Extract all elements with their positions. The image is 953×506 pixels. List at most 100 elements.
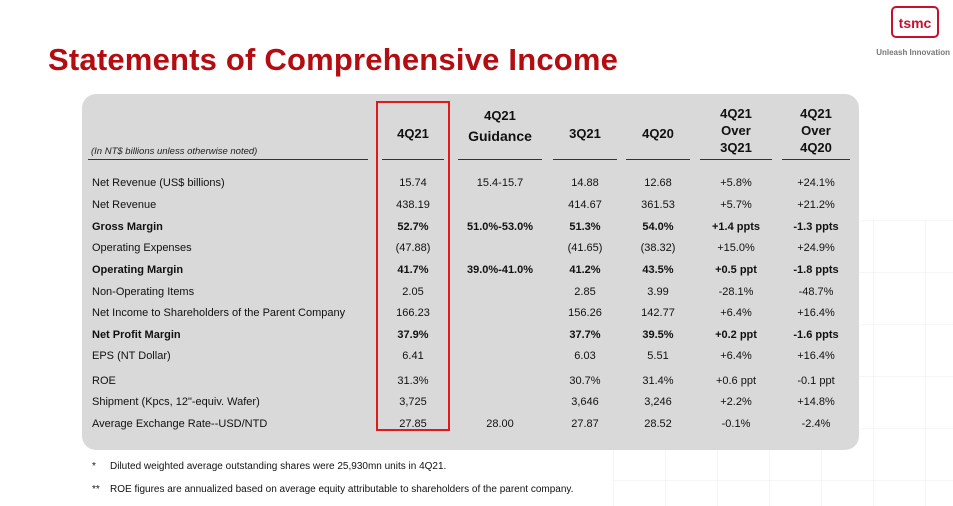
table-cell: 39.0%-41.0% <box>466 264 534 276</box>
table-cell: 3,246 <box>644 396 672 408</box>
row-label: Average Exchange Rate--USD/NTD <box>92 418 268 430</box>
table-cell: 5.51 <box>647 350 669 362</box>
income-table-panel <box>82 94 859 450</box>
table-cell: 43.5% <box>642 264 674 276</box>
table-row: EPS (NT Dollar) 6.41 6.03 5.51 +6.4% +16.4% <box>0 347 953 369</box>
row-label: Net Revenue (US$ billions) <box>92 177 225 189</box>
row-label: Shipment (Kpcs, 12"-equiv. Wafer) <box>92 396 260 408</box>
table-cell: (41.65) <box>567 242 603 254</box>
row-label: Operating Expenses <box>92 242 192 254</box>
table-cell: 28.52 <box>644 418 672 430</box>
table-cell: 3,725 <box>399 396 427 408</box>
row-label: Net Profit Margin <box>92 329 181 341</box>
table-cell: 51.3% <box>569 221 601 233</box>
row-label: EPS (NT Dollar) <box>92 350 171 362</box>
logo-tagline: Unleash Innovation <box>876 48 950 57</box>
table-cell: 6.03 <box>574 350 596 362</box>
table-cell: -1.8 ppts <box>793 264 839 276</box>
table-cell: 166.23 <box>396 307 430 319</box>
header-rule <box>626 159 690 160</box>
row-label: Net Revenue <box>92 199 157 211</box>
column-header-4q21: 4Q21 <box>397 126 429 141</box>
units-note: (In NT$ billions unless otherwise noted) <box>91 146 258 157</box>
row-label: Operating Margin <box>92 264 184 276</box>
table-cell: -2.4% <box>801 418 831 430</box>
table-row: Net Income to Shareholders of the Parent… <box>0 304 953 326</box>
row-label: Gross Margin <box>92 221 163 233</box>
logo-mark: tsmc <box>891 6 939 38</box>
table-cell: +24.1% <box>797 177 835 189</box>
table-cell: 156.26 <box>568 307 602 319</box>
table-cell: 12.68 <box>644 177 672 189</box>
table-cell: -28.1% <box>718 286 754 298</box>
table-cell: +16.4% <box>797 350 835 362</box>
table-cell: +5.8% <box>720 177 752 189</box>
table-cell: (38.32) <box>640 242 676 254</box>
header-rule <box>553 159 617 160</box>
table-row: Operating Expenses (47.88) (41.65) (38.32) +… <box>0 239 953 261</box>
table-cell: 2.85 <box>574 286 596 298</box>
table-row: Operating Margin 41.7% 39.0%-41.0% 41.2% 43.… <box>0 261 953 283</box>
header-rule <box>88 159 368 160</box>
header-rule <box>382 159 444 160</box>
table-cell: 3.99 <box>647 286 669 298</box>
table-cell: +0.2 ppt <box>715 329 757 341</box>
table-cell: 41.2% <box>569 264 601 276</box>
table-cell: 414.67 <box>568 199 602 211</box>
column-header-over-3q21: 4Q21 Over 3Q21 <box>720 106 752 155</box>
table-cell: -1.6 ppts <box>793 329 839 341</box>
header-rule <box>458 159 542 160</box>
table-row: Non-Operating Items 2.05 2.85 3.99 -28.1% -48… <box>0 283 953 305</box>
table-cell: -0.1% <box>721 418 751 430</box>
header-rule <box>700 159 772 160</box>
table-cell: 361.53 <box>641 199 675 211</box>
row-label: Net Income to Shareholders of the Parent… <box>92 307 346 319</box>
table-cell: 27.85 <box>399 418 427 430</box>
table-cell: 142.77 <box>641 307 675 319</box>
table-cell: +6.4% <box>720 350 752 362</box>
column-header-over-4q20: 4Q21 Over 4Q20 <box>800 106 832 155</box>
page-title: Statements of Comprehensive Income <box>48 42 619 77</box>
table-cell: 3,646 <box>571 396 599 408</box>
table-cell: (47.88) <box>395 242 431 254</box>
table-cell: 28.00 <box>486 418 514 430</box>
table-cell: -1.3 ppts <box>793 221 839 233</box>
column-header-guidance: 4Q21 Guidance <box>468 108 532 144</box>
table-row: Net Profit Margin 37.9% 37.7% 39.5% +0.2 ppt… <box>0 326 953 348</box>
column-header-4q20: 4Q20 <box>642 126 674 141</box>
table-row: Net Revenue 438.19 414.67 361.53 +5.7% +21.2% <box>0 196 953 218</box>
table-row: Gross Margin 52.7% 51.0%-53.0% 51.3% 54.0% +1… <box>0 218 953 240</box>
header-rule <box>782 159 850 160</box>
table-cell: 30.7% <box>569 375 601 387</box>
table-cell: 52.7% <box>397 221 429 233</box>
table-row: Average Exchange Rate--USD/NTD 27.85 28.00… <box>0 415 953 437</box>
table-cell: 438.19 <box>396 199 430 211</box>
table-cell: 6.41 <box>402 350 424 362</box>
company-logo: tsmc <box>869 6 939 50</box>
table-cell: +2.2% <box>720 396 752 408</box>
table-cell: 54.0% <box>642 221 674 233</box>
current-quarter-highlight <box>376 101 450 431</box>
table-cell: -48.7% <box>798 286 834 298</box>
table-cell: -0.1 ppt <box>797 375 835 387</box>
row-label: ROE <box>92 375 116 387</box>
row-label: Non-Operating Items <box>92 286 195 298</box>
table-cell: 39.5% <box>642 329 674 341</box>
table-cell: 51.0%-53.0% <box>466 221 534 233</box>
table-cell: +14.8% <box>797 396 835 408</box>
table-cell: 37.7% <box>569 329 601 341</box>
column-header-3q21: 3Q21 <box>569 126 601 141</box>
table-cell: 15.4-15.7 <box>476 177 524 189</box>
table-cell: 27.87 <box>571 418 599 430</box>
table-cell: 41.7% <box>397 264 429 276</box>
table-cell: 31.3% <box>397 375 429 387</box>
footnote: * Diluted weighted average outstanding sh… <box>92 461 447 472</box>
table-cell: 31.4% <box>642 375 674 387</box>
table-cell: +0.6 ppt <box>715 375 757 387</box>
table-row: Net Revenue (US$ billions) 15.74 15.4-15.7… <box>0 174 953 196</box>
table-cell: +1.4 ppts <box>712 221 760 233</box>
table-cell: +21.2% <box>797 199 835 211</box>
table-cell: 15.74 <box>399 177 427 189</box>
table-cell: +16.4% <box>797 307 835 319</box>
table-cell: 37.9% <box>397 329 429 341</box>
